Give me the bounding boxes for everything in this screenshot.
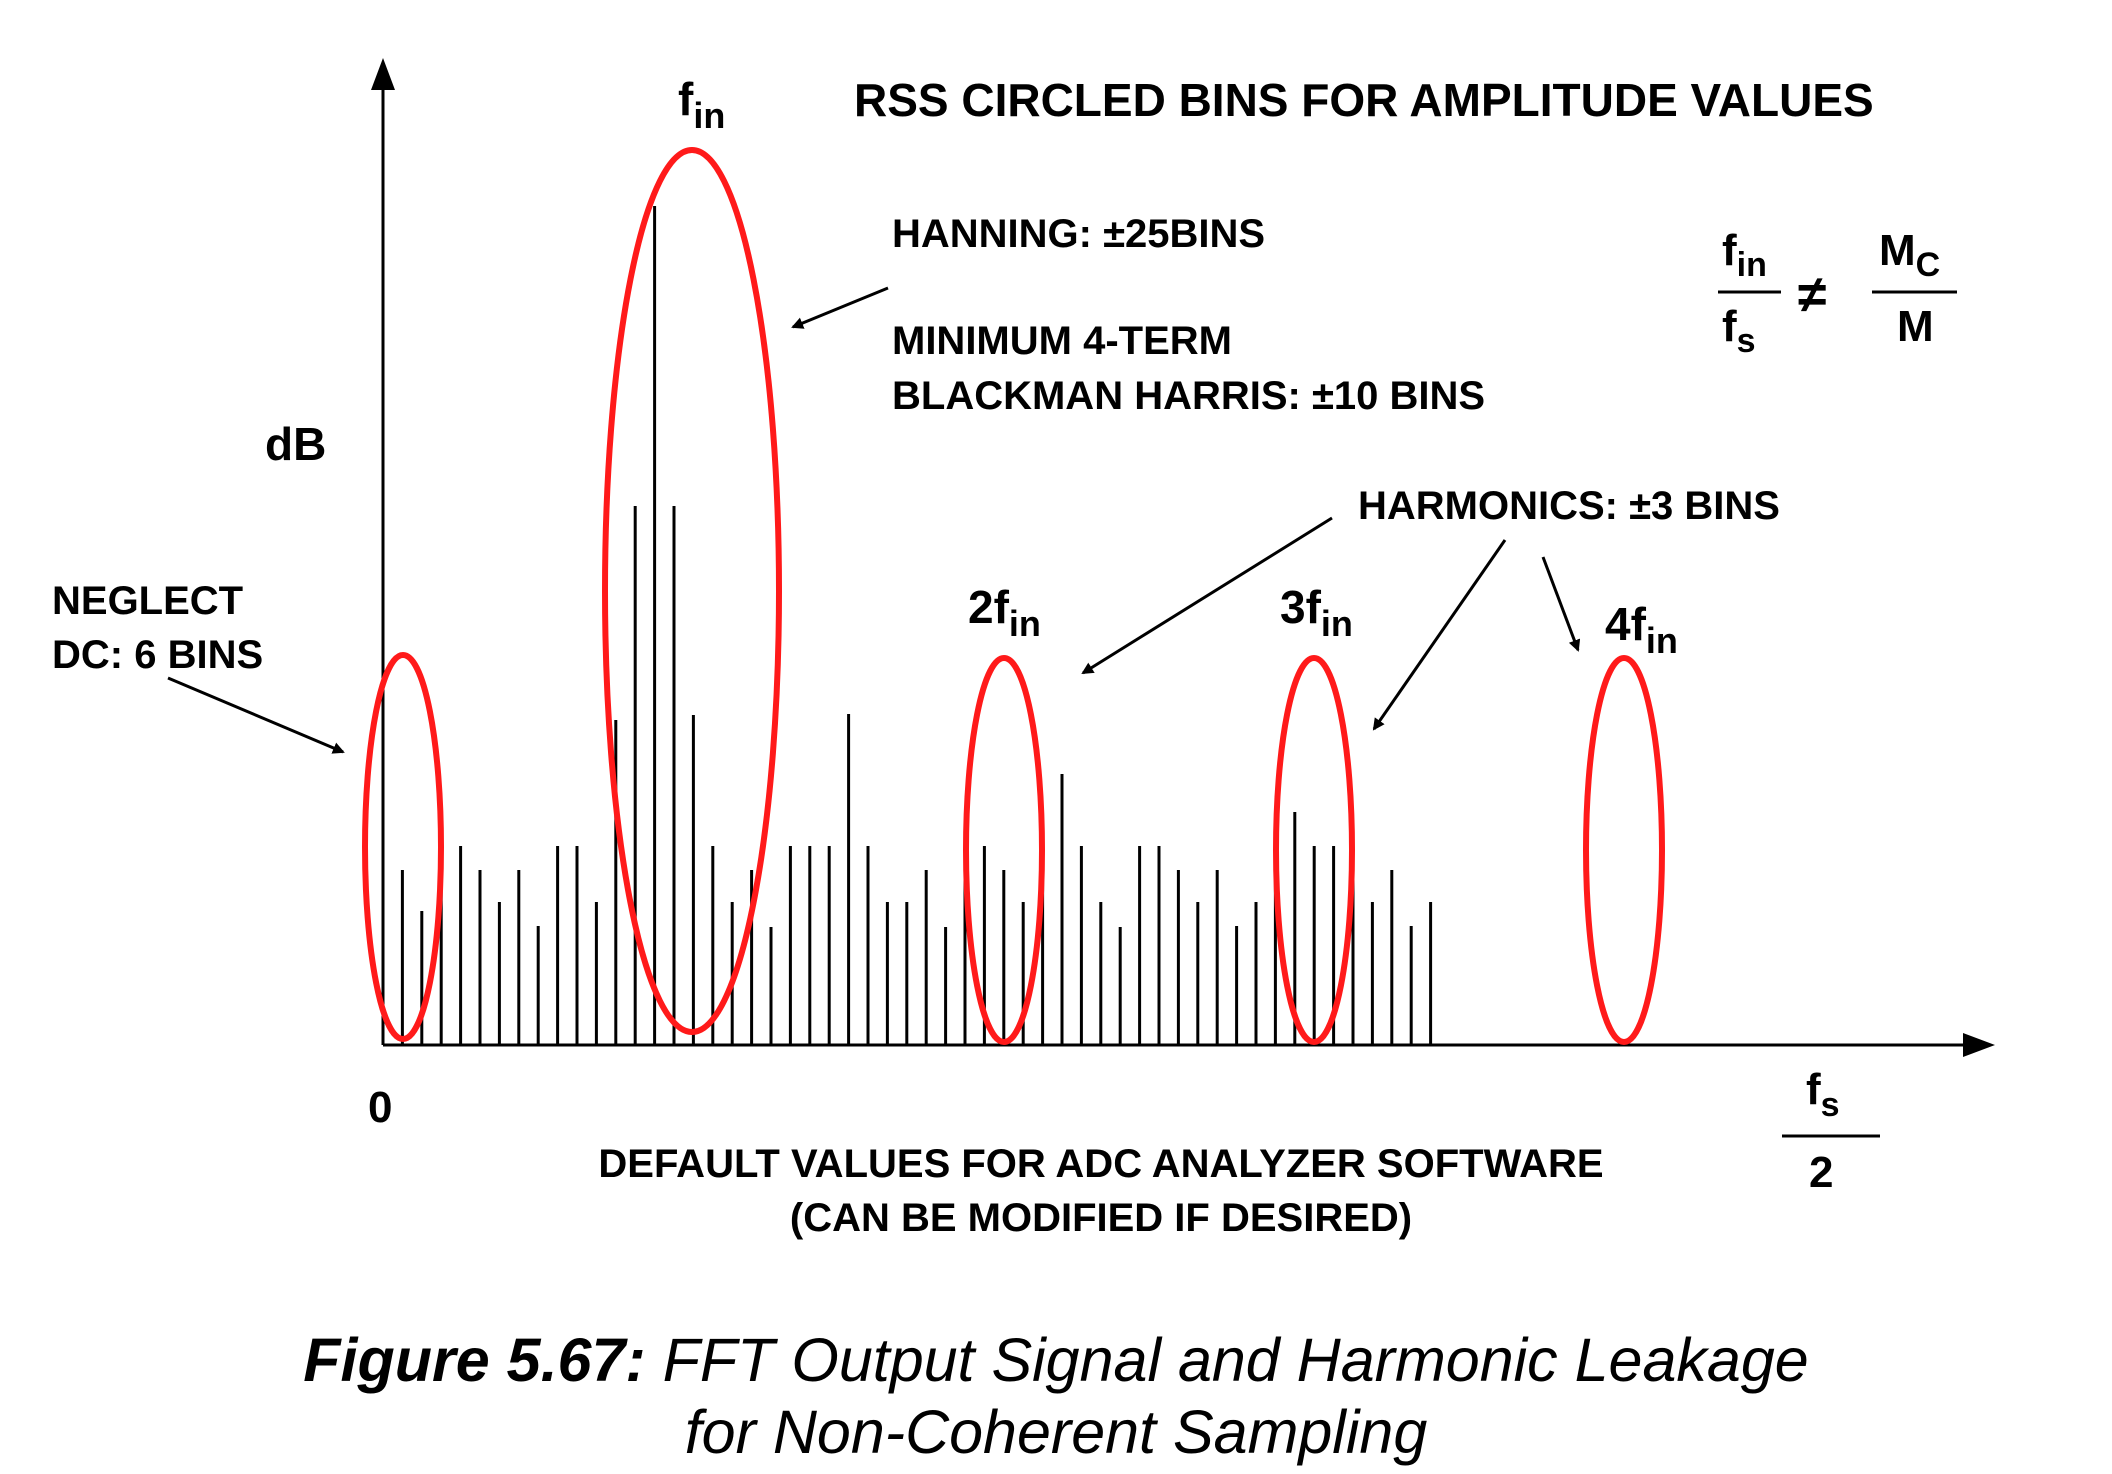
figure-caption-line2: for Non-Coherent Sampling	[0, 1397, 2112, 1467]
neglect-label: NEGLECT	[52, 579, 243, 623]
third-harmonic-ellipse	[1273, 655, 1355, 1045]
x-axis-arrowhead	[1963, 1033, 1995, 1057]
figure-caption-text1: FFT Output Signal and Harmonic Leakage	[662, 1326, 1809, 1394]
harmonics-label: HARMONICS: ±3 BINS	[1358, 484, 1780, 528]
default-values-line2: (CAN BE MODIFIED IF DESIRED)	[790, 1196, 1412, 1240]
eq-fs-f: f	[1722, 302, 1737, 351]
circled-bins	[362, 147, 1665, 1045]
x-axis-zero-label: 0	[368, 1083, 392, 1132]
hanning-label: HANNING: ±25BINS	[892, 212, 1265, 256]
eq-fin-f: f	[1722, 226, 1737, 275]
fs-f: f	[1806, 1065, 1821, 1114]
second-harmonic-label: 2fin	[968, 581, 1041, 644]
figure-caption-label: Figure 5.67:	[303, 1326, 646, 1394]
svg-text:fin: fin	[1722, 226, 1767, 284]
harmonic4-arrow	[1541, 556, 1581, 652]
svg-text:MC: MC	[1879, 226, 1940, 284]
harmonic3-arrow	[1372, 539, 1507, 731]
fundamental-label: fin	[678, 73, 725, 136]
bh-label-line1: MINIMUM 4-TERM	[892, 319, 1232, 363]
eq-fs-sub: s	[1737, 322, 1756, 360]
eq-m-denominator: M	[1897, 302, 1934, 351]
window-arrow	[791, 286, 889, 329]
fourth-harmonic-ellipse	[1583, 655, 1665, 1045]
eq-mc-m: M	[1879, 226, 1916, 275]
fundamental-ellipse	[602, 147, 782, 1035]
fs-denominator: 2	[1809, 1148, 1833, 1197]
diagram-title: RSS CIRCLED BINS FOR AMPLITUDE VALUES	[854, 74, 1874, 126]
dc-ellipse	[362, 652, 444, 1042]
figure-caption-text2: for Non-Coherent Sampling	[684, 1398, 1428, 1466]
neglect-dc-label: DC: 6 BINS	[52, 633, 263, 677]
default-values-line1: DEFAULT VALUES FOR ADC ANALYZER SOFTWARE	[598, 1142, 1603, 1186]
svg-text:fs: fs	[1806, 1065, 1840, 1124]
fs-sub: s	[1821, 1086, 1840, 1124]
spectrum-bins	[381, 206, 1433, 1045]
non-coherent-equation: fin fs ≠ MC M	[1718, 226, 1957, 360]
fourth-harmonic-label: 4fin	[1605, 598, 1678, 661]
harmonic2-arrow	[1081, 516, 1333, 675]
eq-mc-sub: C	[1916, 246, 1941, 284]
y-axis-label: dB	[265, 418, 326, 470]
second-harmonic-ellipse	[963, 655, 1045, 1045]
svg-text:fs: fs	[1722, 302, 1756, 360]
y-axis-arrowhead	[371, 58, 395, 90]
annotation-arrows	[167, 286, 1581, 754]
bh-label-line2: BLACKMAN HARRIS: ±10 BINS	[892, 374, 1485, 418]
neglect-arrow	[167, 676, 345, 754]
third-harmonic-label: 3fin	[1280, 581, 1353, 644]
eq-fin-sub: in	[1737, 246, 1767, 284]
x-axis-end-label: fs 2	[1782, 1065, 1880, 1197]
eq-operator: ≠	[1798, 266, 1827, 324]
figure-caption-line1: Figure 5.67: FFT Output Signal and Harmo…	[0, 1325, 2112, 1395]
